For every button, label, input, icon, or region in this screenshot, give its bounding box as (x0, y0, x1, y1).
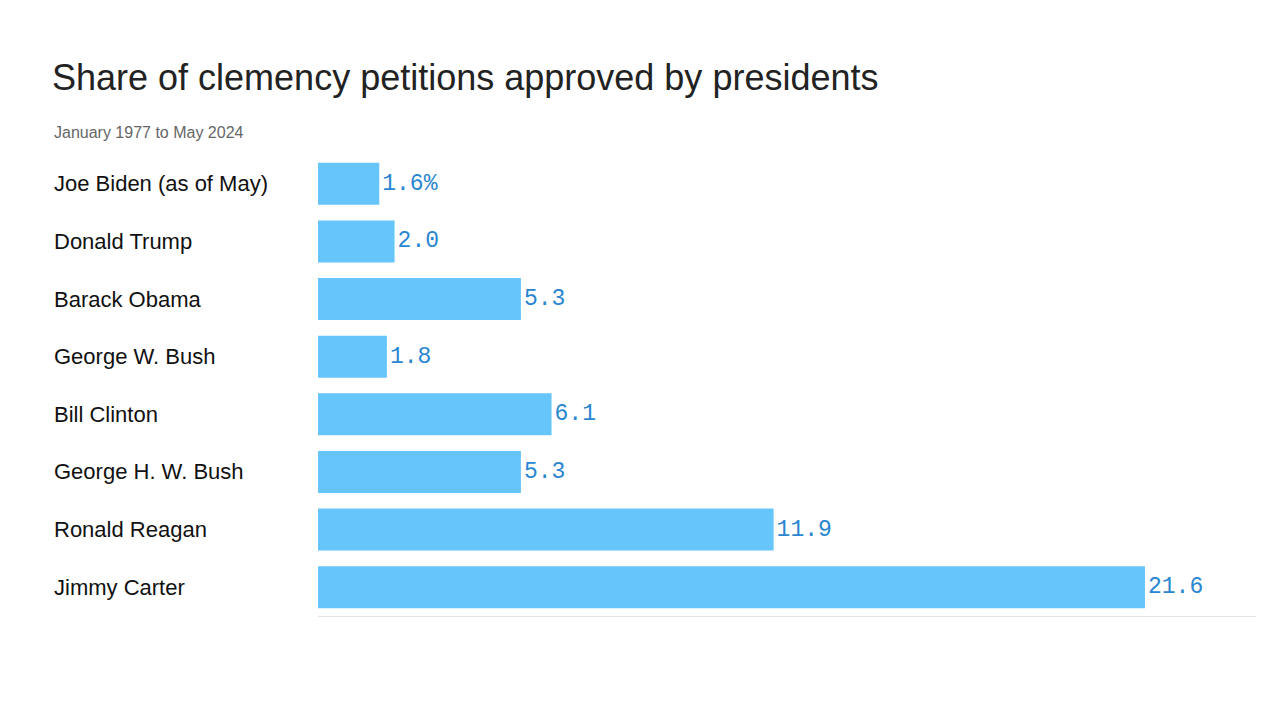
svg-text:Jimmy Carter: Jimmy Carter (54, 575, 185, 600)
svg-text:2.0: 2.0 (398, 228, 439, 254)
svg-text:21.6: 21.6 (1148, 574, 1203, 600)
svg-text:George W. Bush: George W. Bush (54, 344, 215, 369)
svg-text:6.1: 6.1 (555, 401, 596, 427)
svg-text:11.9: 11.9 (777, 517, 832, 543)
svg-text:1.8: 1.8 (390, 344, 431, 370)
svg-text:January 1977 to May 2024: January 1977 to May 2024 (54, 124, 244, 141)
svg-text:Bill Clinton: Bill Clinton (54, 402, 158, 427)
svg-text:Ronald Reagan: Ronald Reagan (54, 517, 207, 542)
svg-text:Share of clemency petitions ap: Share of clemency petitions approved by … (52, 57, 878, 98)
svg-text:Donald Trump: Donald Trump (54, 229, 192, 254)
svg-text:1.6%: 1.6% (382, 171, 437, 197)
svg-text:Barack Obama: Barack Obama (54, 287, 201, 312)
svg-text:5.3: 5.3 (524, 459, 565, 485)
svg-text:George H. W. Bush: George H. W. Bush (54, 459, 244, 484)
svg-text:5.3: 5.3 (524, 286, 565, 312)
svg-text:Joe Biden (as of May): Joe Biden (as of May) (54, 171, 268, 196)
